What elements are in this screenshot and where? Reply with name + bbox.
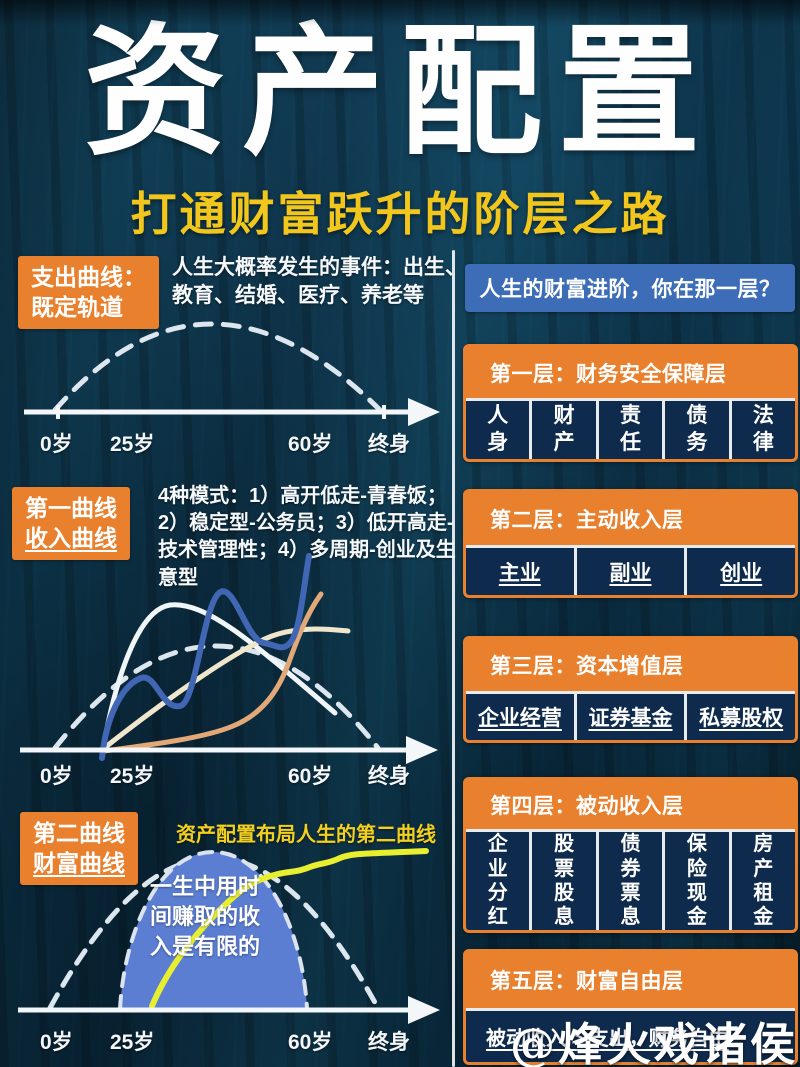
- layer-4-cells: 企业分红 股票股息 债券票息 保险现金 房产租金: [466, 829, 795, 930]
- page-subtitle: 打通财富跃升的阶层之路: [130, 188, 670, 240]
- tag-income-line2: 收入曲线: [25, 525, 117, 552]
- tag-expense-curve: 支出曲线： 既定轨道: [18, 256, 159, 329]
- layer-1-cell: 责任: [598, 401, 663, 459]
- wealth-curve-chart: [18, 848, 440, 1024]
- expense-axis-labels: 0岁 25岁 60岁 终身: [10, 428, 450, 458]
- tag-wealth-line1: 第二曲线: [33, 820, 125, 846]
- x-axis-arrowhead: [406, 736, 438, 764]
- axis-label-0: 0岁: [40, 433, 73, 456]
- wealth-axis-labels: 0岁 25岁 60岁 终身: [10, 1026, 450, 1056]
- wealth-yellow-curve: [149, 848, 429, 1009]
- layer-2-cell: 主业: [466, 548, 574, 595]
- expense-curve-chart: [24, 321, 440, 426]
- layer-1-cells: 人身 财产 责任 债务 法律: [466, 398, 795, 459]
- column-divider-line: [452, 250, 455, 1067]
- tag-wealth-line2: 财富曲线: [33, 850, 125, 877]
- axis-label-60: 60岁: [288, 433, 333, 456]
- curve-low-start-high-end: [101, 591, 324, 754]
- layer-1-cell: 债务: [665, 401, 729, 459]
- income-dashed-arc: [52, 643, 381, 751]
- layer-2-cell: 副业: [576, 548, 685, 595]
- layer-1-cell: 法律: [731, 401, 795, 459]
- curve-multi-cycle: [99, 553, 312, 761]
- layer-1-cell: 人身: [466, 401, 530, 459]
- layer-4-cell: 企业分红: [466, 832, 530, 930]
- x-axis-arrowhead: [408, 398, 440, 426]
- layer-4-block: 第四层：被动收入层 企业分红 股票股息 债券票息 保险现金 房产租金: [463, 777, 798, 933]
- layer-1-title: 第一层：财务安全保障层: [466, 347, 795, 398]
- layer-2-cell: 创业: [687, 548, 795, 595]
- layer-3-cells: 企业经营 证券基金 私募股权: [466, 691, 795, 740]
- expense-description: 人生大概率发生的事件：出生、教育、结婚、医疗、养老等: [172, 256, 466, 308]
- layer-4-title: 第四层：被动收入层: [466, 780, 795, 829]
- watermark-signature: @烽火戏诸侯: [509, 1018, 798, 1067]
- layer-4-cell: 保险现金: [665, 832, 729, 930]
- layer-5-block: 第五层：财富自由层 被动收入 > 支出，财务自由: [463, 949, 798, 1065]
- layer-5-cell: 被动收入 > 支出，财务自由: [466, 1011, 795, 1062]
- dome-dashed-outline: [118, 849, 309, 1011]
- dome-note: 一生中用时间赚取的收入是有限的: [149, 874, 260, 959]
- tag-expense-line2: 既定轨道: [31, 294, 123, 321]
- layer-3-title: 第三层：资本增值层: [466, 639, 795, 691]
- x-axis-arrowhead: [408, 996, 440, 1024]
- wealth-headline: 资产配置布局人生的第二曲线: [176, 824, 436, 846]
- income-axis-labels: 0岁 25岁 60岁 终身: [10, 760, 450, 790]
- layer-4-cell: 债券票息: [598, 832, 663, 930]
- layer-4-cell: 股票股息: [532, 832, 596, 930]
- layer-1-block: 第一层：财务安全保障层 人身 财产 责任 债务 法律: [463, 344, 798, 462]
- layer-4-cell: 房产租金: [731, 832, 795, 930]
- tag-expense-line1: 支出曲线：: [31, 264, 146, 290]
- axis-label-25: 25岁: [110, 765, 155, 788]
- income-description: 4种模式：1）高开低走-青春饭；2）稳定型-公务员；3）低开高走-技术管理性；4…: [158, 485, 456, 589]
- expense-dashed-arc: [52, 321, 383, 413]
- curve-high-start-decline: [100, 602, 338, 752]
- layer-3-block: 第三层：资本增值层 企业经营 证券基金 私募股权: [463, 636, 798, 743]
- layer-3-cell: 企业经营: [466, 694, 574, 740]
- layer-3-cell: 私募股权: [687, 694, 795, 740]
- tag-income-line1: 第一曲线: [25, 495, 117, 521]
- time-income-dome: [120, 852, 307, 1009]
- layer-2-title: 第二层：主动收入层: [466, 492, 795, 545]
- axis-label-0: 0岁: [40, 765, 73, 788]
- wealth-ladder-header: 人生的财富进阶，你在那一层？: [465, 264, 795, 312]
- axis-label-lifetime: 终身: [368, 1031, 410, 1054]
- axis-label-0: 0岁: [40, 1031, 73, 1054]
- layer-5-cells: 被动收入 > 支出，财务自由: [466, 1008, 795, 1062]
- page-title: 资产配置: [84, 13, 716, 172]
- axis-label-lifetime: 终身: [368, 433, 410, 456]
- axis-label-25: 25岁: [110, 433, 155, 456]
- tag-income-curve: 第一曲线 收入曲线: [12, 487, 130, 560]
- axis-label-60: 60岁: [288, 765, 333, 788]
- curve-steady-rise: [100, 626, 351, 752]
- layer-3-cell: 证券基金: [576, 694, 685, 740]
- layer-2-block: 第二层：主动收入层 主业 副业 创业: [463, 489, 798, 598]
- income-curve-chart: [20, 553, 438, 764]
- axis-label-lifetime: 终身: [368, 765, 410, 788]
- axis-label-25: 25岁: [110, 1031, 155, 1054]
- layer-1-cell: 财产: [532, 401, 596, 459]
- axis-label-60: 60岁: [288, 1031, 333, 1054]
- layer-5-title: 第五层：财富自由层: [466, 952, 795, 1008]
- layer-2-cells: 主业 副业 创业: [466, 545, 795, 595]
- tag-wealth-curve: 第二曲线 财富曲线: [20, 812, 138, 885]
